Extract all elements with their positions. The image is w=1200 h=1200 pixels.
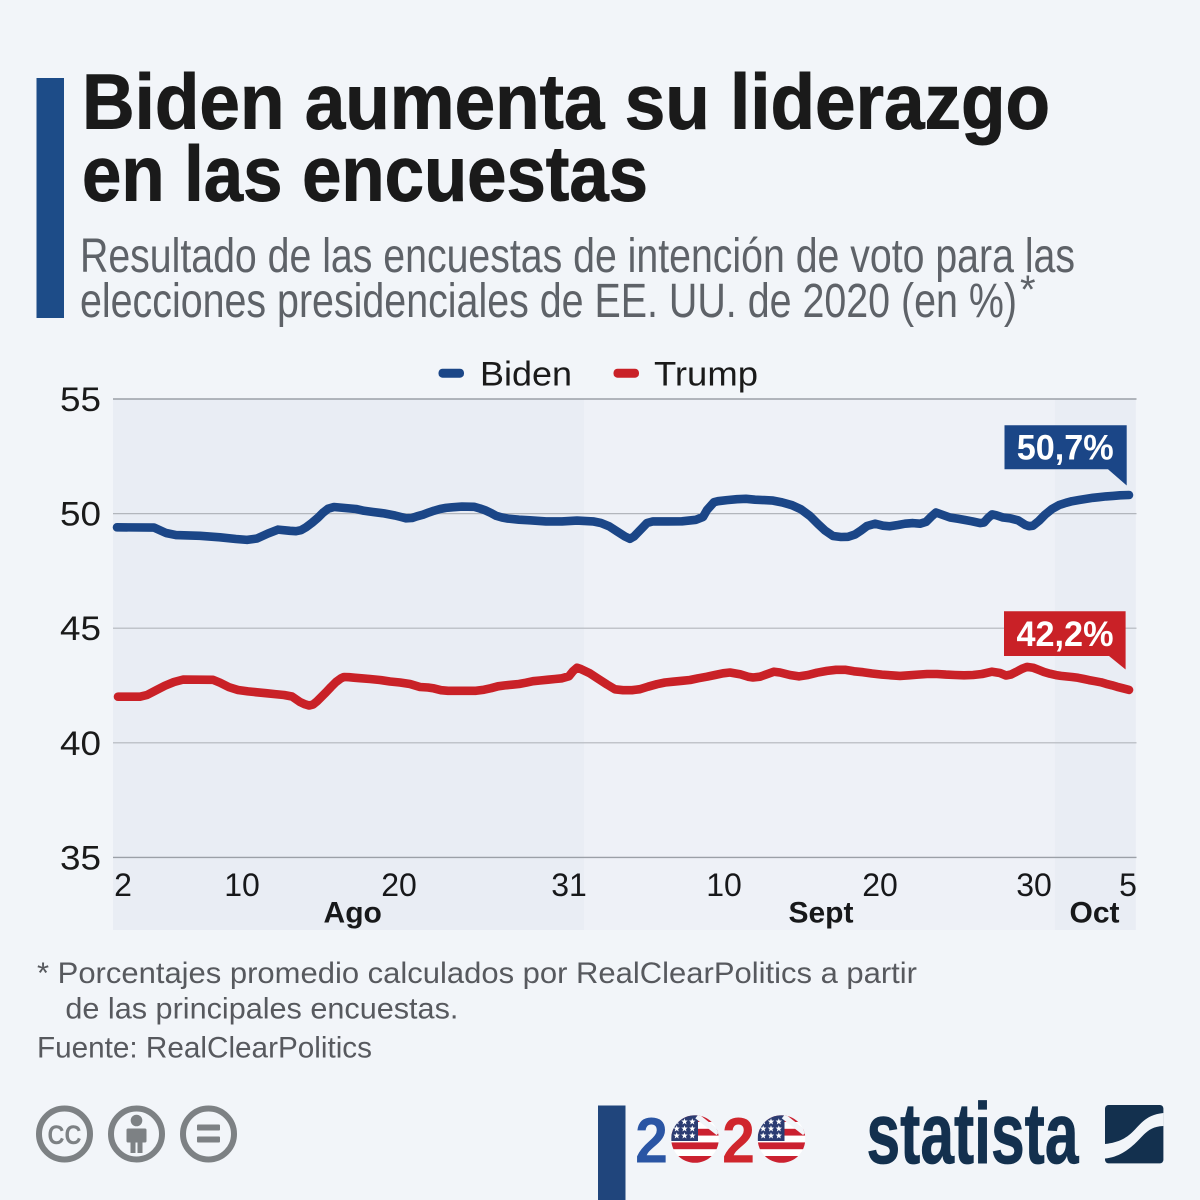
svg-text:45: 45 xyxy=(60,610,101,648)
svg-text:10: 10 xyxy=(706,867,742,903)
svg-text:Trump: Trump xyxy=(654,356,758,394)
svg-text:*: * xyxy=(1020,268,1036,312)
svg-text:55: 55 xyxy=(60,381,101,419)
svg-text:30: 30 xyxy=(1016,867,1052,903)
svg-text:20: 20 xyxy=(381,867,417,903)
svg-text:42,2%: 42,2% xyxy=(1017,615,1114,654)
svg-text:10: 10 xyxy=(224,867,260,903)
svg-text:Biden: Biden xyxy=(480,356,572,394)
svg-text:Ago: Ago xyxy=(324,897,382,930)
svg-text:Biden aumenta su liderazgo: Biden aumenta su liderazgo xyxy=(82,57,1050,145)
svg-text:Oct: Oct xyxy=(1069,897,1119,930)
svg-text:en las encuestas: en las encuestas xyxy=(82,129,648,217)
svg-text:50,7%: 50,7% xyxy=(1017,429,1114,468)
svg-text:31: 31 xyxy=(551,867,587,903)
svg-text:20: 20 xyxy=(862,867,898,903)
svg-text:2: 2 xyxy=(722,1105,755,1177)
svg-text:5: 5 xyxy=(1119,867,1137,903)
svg-text:50: 50 xyxy=(60,496,101,534)
svg-text:2: 2 xyxy=(635,1105,668,1177)
svg-text:* Porcentajes promedio calcula: * Porcentajes promedio calculados por Re… xyxy=(37,957,917,990)
svg-text:Sept: Sept xyxy=(788,897,853,930)
svg-text:2: 2 xyxy=(114,867,132,903)
svg-text:Fuente: RealClearPolitics: Fuente: RealClearPolitics xyxy=(37,1032,372,1065)
svg-text:elecciones presidenciales de E: elecciones presidenciales de EE. UU. de … xyxy=(80,275,1017,328)
svg-text:CC: CC xyxy=(48,1120,82,1150)
svg-text:Resultado de las encuestas de: Resultado de las encuestas de intención … xyxy=(80,230,1075,283)
svg-text:35: 35 xyxy=(60,839,101,877)
svg-text:40: 40 xyxy=(60,725,101,763)
svg-text:de las principales encuestas.: de las principales encuestas. xyxy=(65,992,458,1025)
svg-text:statista: statista xyxy=(867,1086,1080,1182)
